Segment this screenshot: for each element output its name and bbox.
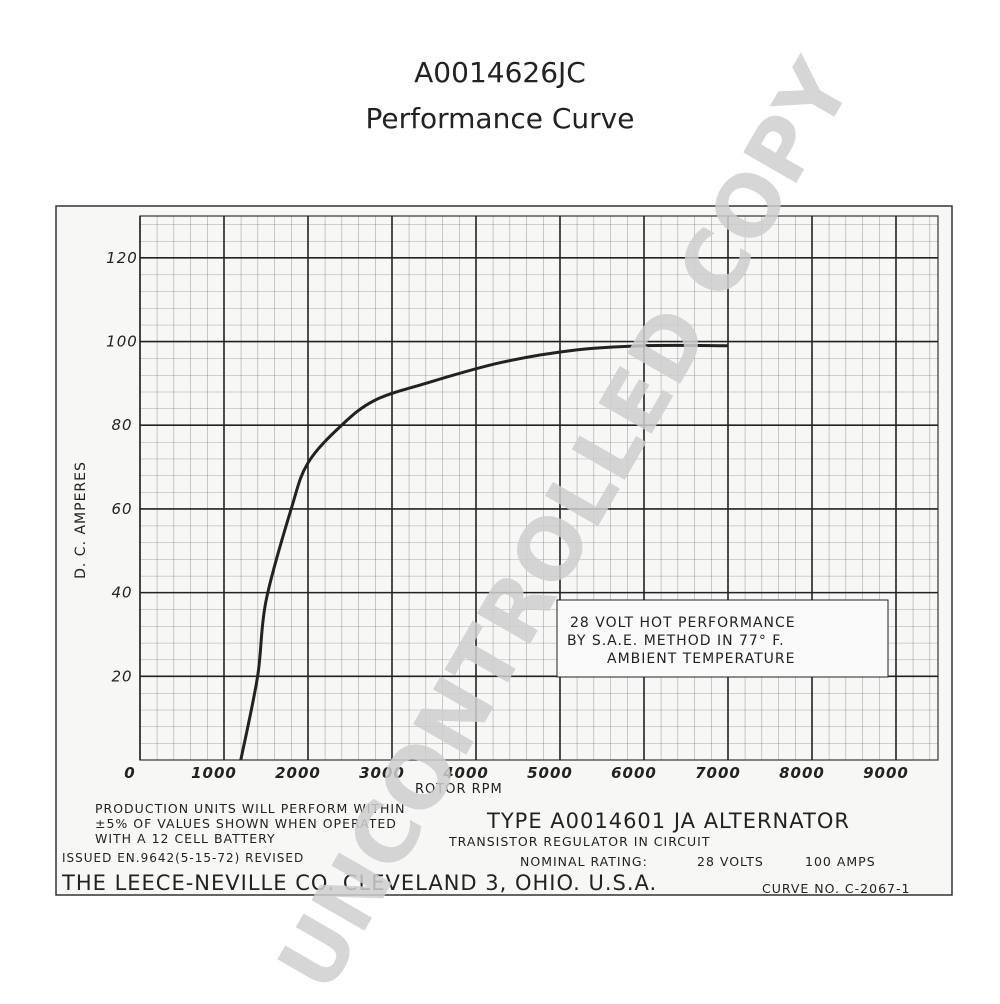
annotation: BY S.A.E. METHOD IN 77° F. xyxy=(567,633,785,649)
y-tick-label: 40 xyxy=(111,584,132,602)
rating-amps: 100 AMPS xyxy=(805,854,876,869)
y-tick-label: 80 xyxy=(111,416,132,434)
title: A0014626JC xyxy=(414,56,586,89)
rating-volts: 28 VOLTS xyxy=(697,854,764,869)
footer-note: WITH A 12 CELL BATTERY xyxy=(95,831,276,846)
annotation: 28 VOLT HOT PERFORMANCE xyxy=(570,615,796,631)
annotation-box xyxy=(556,599,889,678)
y-axis-label: D. C. AMPERES xyxy=(73,461,89,579)
x-tick-label: 8000 xyxy=(779,764,825,782)
x-tick-label: 5000 xyxy=(527,764,573,782)
y-tick-label: 100 xyxy=(106,333,138,351)
x-tick-label: 2000 xyxy=(275,764,321,782)
x-tick-label: 6000 xyxy=(611,764,657,782)
performance-curve xyxy=(239,343,729,761)
subtitle: Performance Curve xyxy=(366,102,635,135)
x-tick-label: 1000 xyxy=(191,764,237,782)
x-tick-label: 0 xyxy=(124,764,135,782)
x-tick-label: 3000 xyxy=(359,764,405,782)
footer-note: ±5% OF VALUES SHOWN WHEN OPERATED xyxy=(95,816,397,831)
regulator: TRANSISTOR REGULATOR IN CIRCUIT xyxy=(448,834,710,849)
footer-note: PRODUCTION UNITS WILL PERFORM WITHIN xyxy=(95,801,405,816)
curve-number: CURVE NO. C-2067-1 xyxy=(762,881,910,896)
y-tick-label: 60 xyxy=(111,500,132,518)
x-tick-label: 9000 xyxy=(863,764,909,782)
y-tick-label: 20 xyxy=(111,667,132,685)
alternator-type: TYPE A0014601 JA ALTERNATOR xyxy=(486,809,850,833)
x-tick-label: 4000 xyxy=(442,764,489,782)
x-tick-label: 7000 xyxy=(695,764,741,782)
x-axis-label: ROTOR RPM xyxy=(415,782,503,797)
y-tick-label: 120 xyxy=(106,249,138,267)
rating-label: NOMINAL RATING: xyxy=(520,854,648,869)
issued: ISSUED EN.9642(5-15-72) REVISED xyxy=(62,851,304,865)
annotation: AMBIENT TEMPERATURE xyxy=(607,651,796,667)
company: THE LEECE-NEVILLE CO. CLEVELAND 3, OHIO.… xyxy=(61,871,657,895)
